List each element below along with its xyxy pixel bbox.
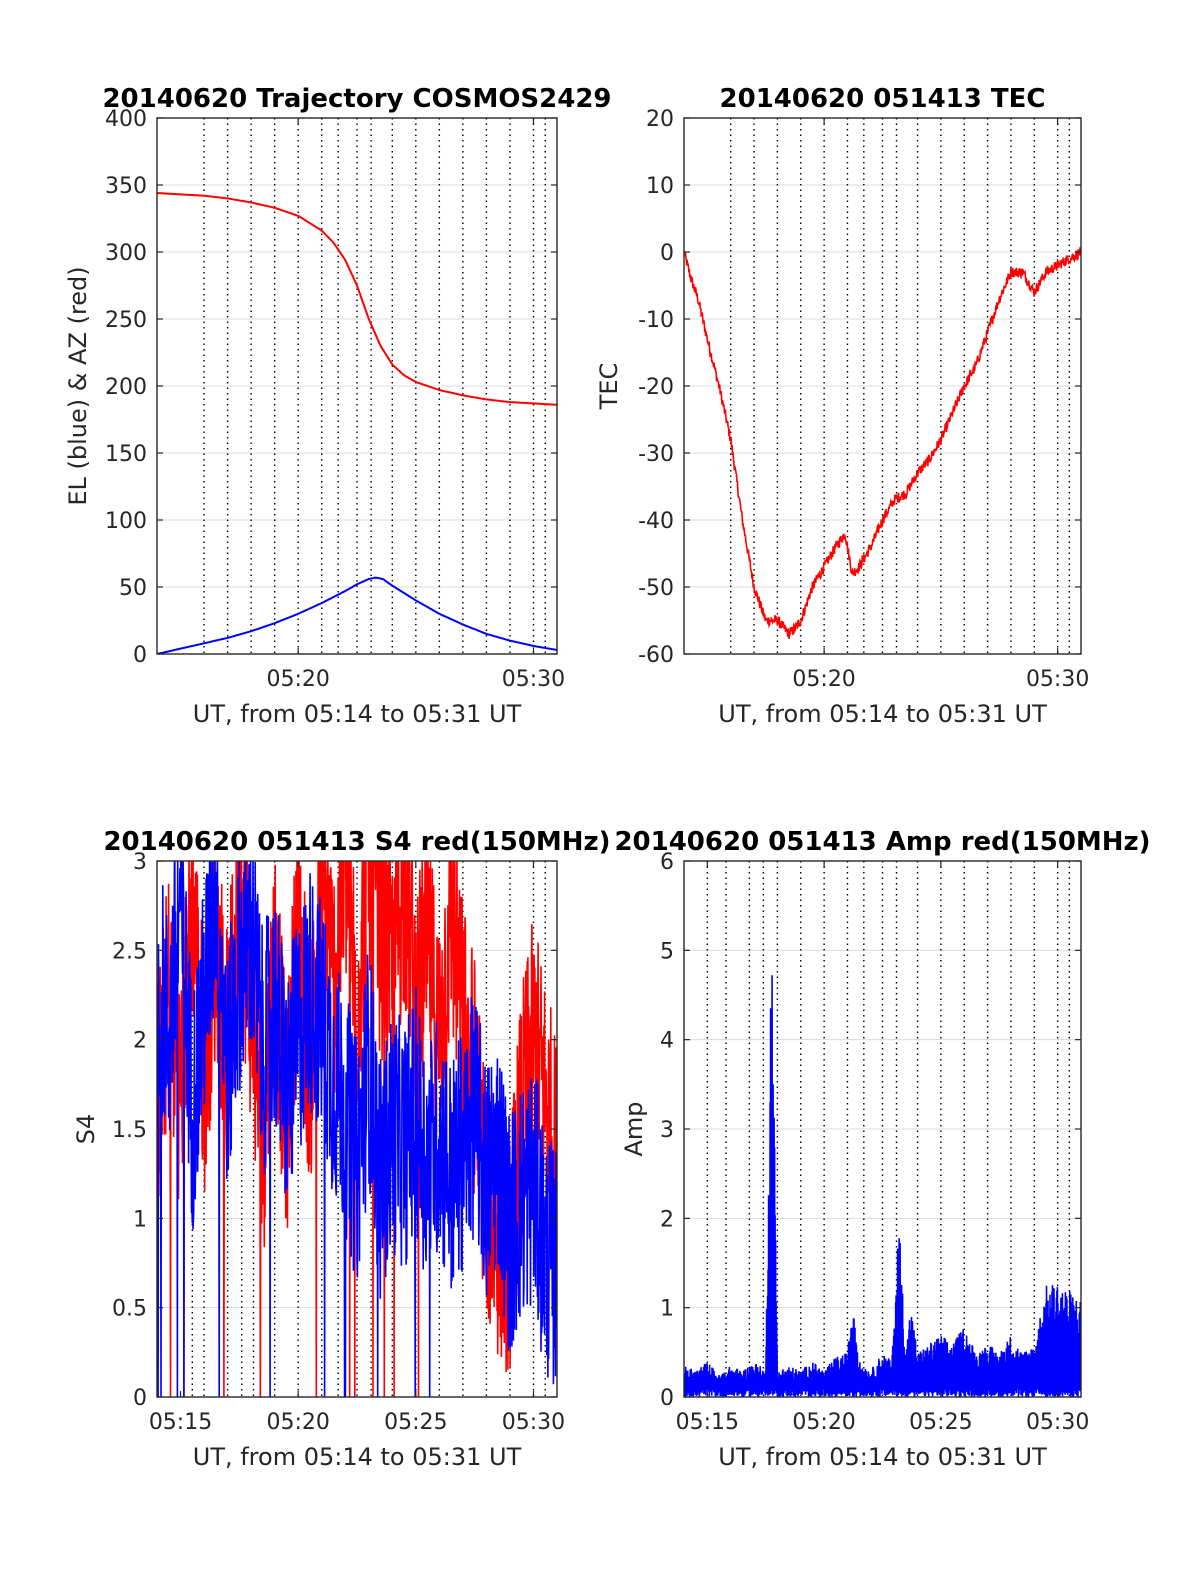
tec-ytick-label: 10 — [646, 174, 674, 199]
amp-series-group — [684, 975, 1081, 1397]
amp-ytick-label: 3 — [660, 1118, 674, 1143]
trajectory-ytick-label: 50 — [119, 576, 147, 601]
amp-xlabel: UT, from 05:14 to 05:31 UT — [718, 1443, 1047, 1471]
amp-series-amp_series — [684, 975, 1081, 1397]
amp-ytick-label: 1 — [660, 1297, 674, 1322]
amp-xtick-label: 05:30 — [1026, 1410, 1089, 1435]
tec-xtick-label: 05:30 — [1026, 667, 1089, 692]
s4-xtick-label: 05:30 — [502, 1410, 565, 1435]
s4-xtick-label: 05:20 — [266, 1410, 329, 1435]
tec-xlabel: UT, from 05:14 to 05:31 UT — [718, 700, 1047, 728]
tec-series-group — [684, 246, 1081, 639]
s4-xtick-label: 05:15 — [149, 1410, 212, 1435]
s4-ytick-label: 1.5 — [112, 1118, 147, 1143]
s4-ytick-label: 1 — [133, 1207, 147, 1232]
amp-ytick-label: 0 — [660, 1386, 674, 1411]
amp-xtick-label: 05:15 — [676, 1410, 739, 1435]
s4-xlabel: UT, from 05:14 to 05:31 UT — [193, 1443, 522, 1471]
trajectory-ytick-label: 250 — [105, 308, 147, 333]
tec-panel: -60 -50 -40 -30 -20 -10 0 10 20 05:20 05:30 2014062… — [595, 84, 1089, 728]
amp-ytick-label: 2 — [660, 1207, 674, 1232]
s4-ytick-label: 2.5 — [112, 939, 147, 964]
tec-ytick-label: -40 — [638, 509, 674, 534]
trajectory-ylabel: EL (blue) & AZ (red) — [64, 266, 92, 505]
s4-ytick-label: 0 — [133, 1386, 147, 1411]
tec-ytick-label: -30 — [638, 442, 674, 467]
trajectory-series-el_series — [157, 576, 557, 654]
tec-ytick-label: -50 — [638, 576, 674, 601]
amp-xtick-label: 05:20 — [792, 1410, 855, 1435]
trajectory-series-az_series — [157, 192, 557, 406]
amp-ylabel: Amp — [620, 1101, 648, 1156]
trajectory-ytick-label: 350 — [105, 174, 147, 199]
s4-xtick-label: 05:25 — [384, 1410, 447, 1435]
trajectory-title: 20140620 Trajectory COSMOS2429 — [102, 84, 611, 114]
tec-ytick-label: -20 — [638, 375, 674, 400]
trajectory-ytick-label: 0 — [133, 643, 147, 668]
tec-series-tec_series — [684, 246, 1081, 639]
amp-ytick-label: 5 — [660, 939, 674, 964]
amp-ytick-label: 6 — [660, 850, 674, 875]
trajectory-ytick-label: 200 — [105, 375, 147, 400]
s4-ylabel: S4 — [72, 1114, 100, 1145]
trajectory-ytick-label: 400 — [105, 107, 147, 132]
trajectory-xtick-label: 05:20 — [266, 667, 329, 692]
tec-ylabel: TEC — [595, 363, 623, 411]
tec-title: 20140620 051413 TEC — [720, 84, 1046, 114]
s4-ytick-label: 2 — [133, 1029, 147, 1054]
trajectory-panel: 0 50 100 150 200 250 300 350 400 05:20 05:30 201406… — [64, 84, 612, 728]
s4-ytick-label: 3 — [133, 850, 147, 875]
s4-title: 20140620 051413 S4 red(150MHz) — [103, 827, 610, 857]
s4-series-s4_b — [157, 861, 557, 1397]
tec-ytick-label: -60 — [638, 643, 674, 668]
amp-xtick-label: 05:25 — [909, 1410, 972, 1435]
amp-panel: 0 1 2 3 4 5 6 05:15 05:20 05:25 05:30 20140620 0514… — [614, 827, 1150, 1471]
trajectory-ytick-label: 100 — [105, 509, 147, 534]
trajectory-xlabel: UT, from 05:14 to 05:31 UT — [193, 700, 522, 728]
trajectory-xtick-label: 05:30 — [502, 667, 565, 692]
tec-ytick-label: 20 — [646, 107, 674, 132]
amp-title: 20140620 051413 Amp red(150MHz) — [614, 827, 1150, 857]
tec-xtick-label: 05:20 — [792, 667, 855, 692]
s4-ytick-label: 0.5 — [112, 1297, 147, 1322]
s4-panel: 0 0.5 1 1.5 2 2.5 3 05:15 05:20 05:25 05:30 2014062… — [72, 827, 611, 1471]
amp-ytick-label: 4 — [660, 1029, 674, 1054]
tec-ytick-label: -10 — [638, 308, 674, 333]
s4-series-group — [157, 861, 557, 1397]
tec-ytick-label: 0 — [660, 241, 674, 266]
trajectory-series-group — [157, 192, 557, 654]
trajectory-ytick-label: 150 — [105, 442, 147, 467]
trajectory-ytick-label: 300 — [105, 241, 147, 266]
